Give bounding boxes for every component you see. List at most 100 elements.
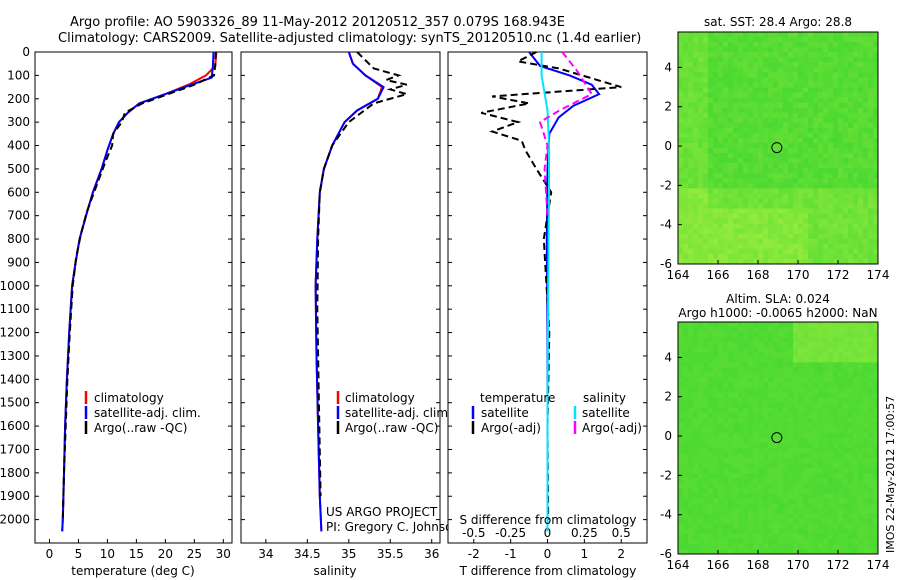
heatmap-cell — [758, 153, 764, 159]
heatmap-cell — [698, 117, 704, 124]
heatmap-cell — [808, 438, 814, 444]
heatmap-cell — [743, 142, 749, 149]
heatmap-cell — [813, 463, 819, 469]
heatmap-cell — [758, 397, 764, 404]
heatmap-cell — [778, 397, 784, 404]
heatmap-cell — [823, 342, 829, 348]
heatmap-cell — [733, 347, 739, 353]
heatmap-cell — [693, 213, 699, 220]
heatmap-cell — [828, 107, 834, 114]
heatmap-cell — [723, 387, 729, 394]
heatmap-cell — [688, 543, 694, 550]
heatmap-cell — [818, 62, 824, 68]
heatmap-cell — [748, 87, 754, 93]
heatmap-cell — [773, 397, 779, 404]
heatmap-cell — [698, 168, 704, 174]
heatmap-cell — [833, 518, 839, 525]
heatmap-cell — [863, 488, 869, 494]
heatmap-cell — [823, 57, 829, 63]
heatmap-cell — [718, 407, 724, 414]
heatmap-cell — [683, 322, 689, 328]
heatmap-cell — [763, 218, 769, 225]
heatmap-cell — [823, 483, 829, 489]
heatmap-cell — [728, 193, 734, 199]
heatmap-cell — [678, 218, 684, 225]
heatmap-cell — [728, 543, 734, 550]
heatmap-cell — [698, 347, 704, 353]
heatmap-cell — [808, 223, 814, 230]
heatmap-cell — [748, 548, 754, 555]
heatmap-cell — [803, 77, 809, 83]
heatmap-cell — [763, 122, 769, 129]
s-diff-x-ticks: -0.5 -0.25 0 0.25 0.5 — [462, 526, 631, 540]
heatmap-cell — [788, 107, 794, 114]
heatmap-cell — [838, 203, 844, 209]
heatmap-cell — [688, 332, 694, 338]
heatmap-cell — [863, 102, 869, 109]
heatmap-cell — [743, 258, 749, 265]
heatmap-cell — [693, 57, 699, 63]
heatmap-cell — [758, 468, 764, 474]
heatmap-cell — [763, 382, 769, 388]
heatmap-cell — [863, 258, 869, 265]
heatmap-cell — [748, 513, 754, 520]
heatmap-cell — [733, 327, 739, 333]
heatmap-cell — [708, 392, 714, 399]
heatmap-cell — [693, 453, 699, 459]
heatmap-cell — [783, 337, 789, 343]
heatmap-cell — [803, 402, 809, 409]
heatmap-cell — [783, 347, 789, 353]
heatmap-cell — [788, 443, 794, 449]
heatmap-cell — [723, 357, 729, 363]
heatmap-cell — [868, 117, 874, 124]
heatmap-cell — [773, 87, 779, 93]
heatmap-cell — [703, 92, 709, 98]
heatmap-cell — [753, 458, 759, 464]
heatmap-cell — [733, 248, 739, 255]
heatmap-cell — [873, 493, 879, 499]
sla-map-title-2: Argo h1000: -0.0065 h2000: NaN — [678, 306, 877, 320]
heatmap-cell — [773, 107, 779, 114]
heatmap-cell — [773, 372, 779, 378]
heatmap-cell — [833, 427, 839, 434]
heatmap-cell — [748, 213, 754, 220]
heatmap-cell — [863, 528, 869, 535]
heatmap-cell — [793, 87, 799, 93]
heatmap-cell — [793, 332, 799, 338]
heatmap-cell — [748, 42, 754, 48]
heatmap-cell — [873, 72, 879, 78]
heatmap-cell — [788, 322, 794, 328]
heatmap-cell — [793, 168, 799, 174]
heatmap-cell — [753, 322, 759, 328]
heatmap-cell — [748, 432, 754, 439]
heatmap-cell — [818, 127, 824, 134]
heatmap-cell — [798, 62, 804, 68]
heatmap-cell — [773, 52, 779, 58]
heatmap-cell — [678, 362, 684, 368]
heatmap-cell — [703, 538, 709, 545]
heatmap-cell — [688, 382, 694, 388]
heatmap-cell — [808, 148, 814, 154]
heatmap-cell — [788, 432, 794, 439]
heatmap-cell — [748, 112, 754, 119]
heatmap-cell — [718, 422, 724, 429]
heatmap-cell — [683, 357, 689, 363]
heatmap-cell — [863, 513, 869, 520]
heatmap-cell — [868, 493, 874, 499]
heatmap-cell — [858, 322, 864, 328]
heatmap-cell — [793, 417, 799, 424]
heatmap-cell — [823, 332, 829, 338]
map-x-tick-label: 168 — [747, 558, 770, 572]
heatmap-cell — [833, 132, 839, 139]
heatmap-cell — [833, 382, 839, 388]
heatmap-cell — [818, 47, 824, 53]
heatmap-cell — [678, 377, 684, 383]
heatmap-cell — [853, 228, 859, 235]
heatmap-cell — [868, 32, 874, 38]
heatmap-cell — [678, 183, 684, 189]
heatmap-cell — [873, 213, 879, 220]
heatmap-cell — [768, 488, 774, 494]
heatmap-cell — [718, 52, 724, 58]
heatmap-cell — [848, 77, 854, 83]
heatmap-cell — [803, 122, 809, 129]
